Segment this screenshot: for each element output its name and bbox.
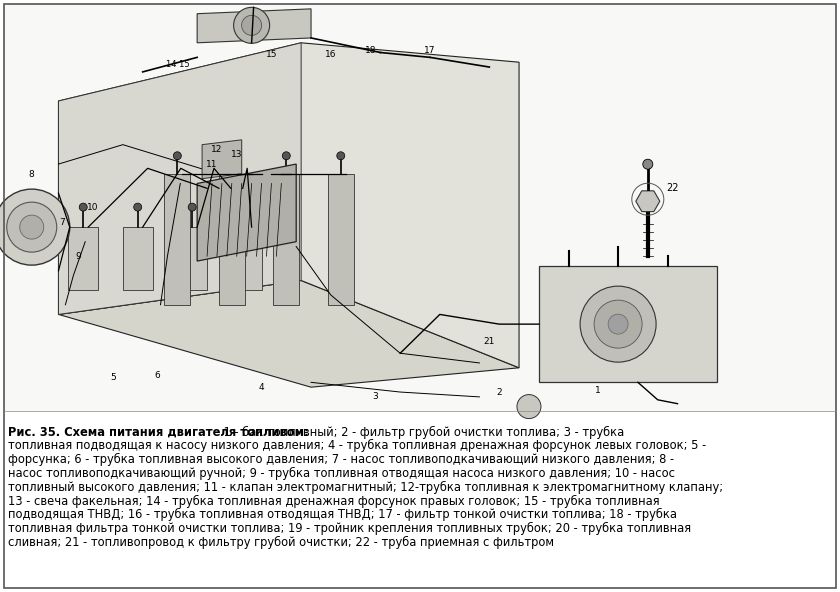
Circle shape — [188, 203, 197, 211]
Circle shape — [337, 152, 344, 160]
Text: 22: 22 — [666, 184, 679, 193]
Text: 8: 8 — [29, 170, 34, 179]
Circle shape — [594, 300, 642, 348]
Polygon shape — [538, 266, 717, 382]
Text: насос топливоподкачивающий ручной; 9 - трубка топливная отводящая насоса низкого: насос топливоподкачивающий ручной; 9 - т… — [8, 467, 675, 480]
Text: 11: 11 — [207, 160, 218, 169]
Circle shape — [242, 15, 261, 36]
Text: 9: 9 — [76, 252, 81, 260]
Polygon shape — [328, 174, 354, 305]
Text: 13 - свеча факельная; 14 - трубка топливная дренажная форсунок правых головок; 1: 13 - свеча факельная; 14 - трубка топлив… — [8, 494, 659, 507]
Text: 1: 1 — [596, 385, 601, 395]
Polygon shape — [59, 281, 519, 387]
Circle shape — [0, 189, 70, 265]
Circle shape — [173, 152, 181, 160]
Text: 5: 5 — [110, 373, 116, 382]
Text: 6: 6 — [155, 371, 160, 380]
Text: 3: 3 — [373, 392, 378, 401]
Circle shape — [608, 314, 628, 334]
Text: 12: 12 — [212, 145, 223, 154]
Polygon shape — [197, 9, 311, 43]
Text: 10: 10 — [87, 203, 99, 212]
Polygon shape — [232, 227, 262, 290]
Polygon shape — [59, 43, 519, 368]
Circle shape — [243, 203, 250, 211]
Polygon shape — [636, 191, 659, 211]
Circle shape — [580, 286, 656, 362]
Text: 16: 16 — [325, 50, 337, 59]
Text: 13: 13 — [231, 150, 243, 159]
Text: 18: 18 — [365, 46, 376, 55]
Circle shape — [7, 202, 57, 252]
Text: форсунка; 6 - трубка топливная высокого давления; 7 - насос топливоподкачивающий: форсунка; 6 - трубка топливная высокого … — [8, 453, 675, 466]
Text: сливная; 21 - топливопровод к фильтру грубой очистки; 22 - труба приемная с филь: сливная; 21 - топливопровод к фильтру гр… — [8, 536, 554, 549]
Text: 14 15: 14 15 — [165, 60, 189, 69]
Text: подводящая ТНВД; 16 - трубка топливная отводящая ТНВД; 17 - фильтр тонкой очистк: подводящая ТНВД; 16 - трубка топливная о… — [8, 509, 677, 522]
Polygon shape — [123, 227, 153, 290]
Polygon shape — [68, 227, 98, 290]
Text: 1 - бак топливный; 2 - фильтр грубой очистки топлива; 3 - трубка: 1 - бак топливный; 2 - фильтр грубой очи… — [220, 426, 624, 439]
Text: топливный высокого давления; 11 - клапан электромагнитный; 12-трубка топливная к: топливный высокого давления; 11 - клапан… — [8, 481, 723, 494]
Bar — [4, 4, 836, 411]
Polygon shape — [202, 140, 242, 179]
Circle shape — [19, 215, 44, 239]
Text: 7: 7 — [59, 218, 65, 227]
Polygon shape — [177, 227, 207, 290]
Circle shape — [517, 395, 541, 419]
Polygon shape — [59, 43, 302, 314]
Text: 17: 17 — [424, 46, 436, 55]
Text: 4: 4 — [259, 382, 265, 392]
Polygon shape — [273, 174, 299, 305]
Polygon shape — [197, 164, 297, 261]
Circle shape — [282, 152, 291, 160]
Circle shape — [228, 152, 236, 160]
Circle shape — [79, 203, 87, 211]
Text: 15: 15 — [265, 50, 277, 59]
Circle shape — [643, 159, 653, 169]
Text: Рис. 35. Схема питания двигателя топливом:: Рис. 35. Схема питания двигателя топливо… — [8, 426, 309, 439]
Polygon shape — [218, 174, 244, 305]
Text: топливная подводящая к насосу низкого давления; 4 - трубка топливная дренажная ф: топливная подводящая к насосу низкого да… — [8, 439, 706, 452]
Polygon shape — [165, 174, 191, 305]
Circle shape — [234, 7, 270, 43]
Text: топливная фильтра тонкой очистки топлива; 19 - тройник крепления топливных трубо: топливная фильтра тонкой очистки топлива… — [8, 522, 691, 535]
Text: 2: 2 — [496, 388, 502, 397]
Text: 21: 21 — [484, 337, 495, 346]
Circle shape — [134, 203, 142, 211]
